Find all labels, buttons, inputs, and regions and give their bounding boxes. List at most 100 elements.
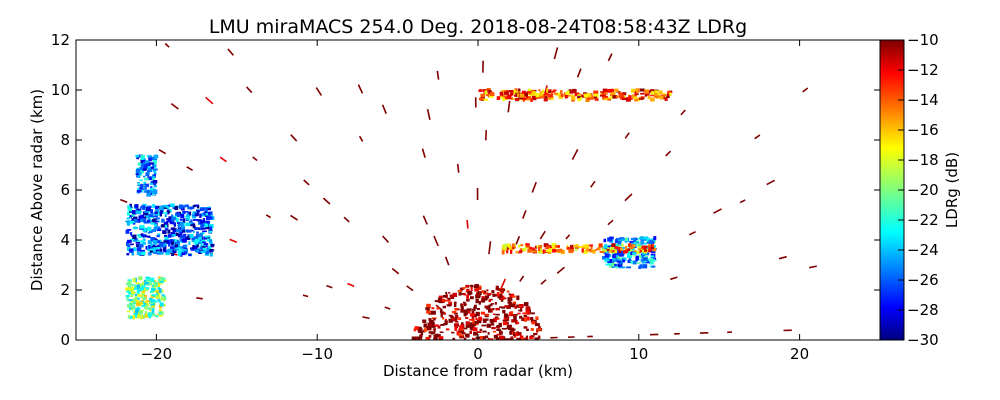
echo-cell [633, 254, 636, 257]
echo-cell [539, 91, 543, 95]
echo-cell [480, 93, 486, 98]
echo-cell [500, 295, 505, 298]
echo-cell [139, 206, 143, 209]
echo-segment [500, 278, 507, 290]
echo-cell [159, 315, 163, 317]
echo-cell [144, 183, 149, 188]
echo-cell [522, 90, 526, 94]
echo-cell [649, 245, 652, 248]
echo-cell [126, 310, 131, 313]
echo-cell [476, 293, 481, 298]
echo-cell [636, 250, 640, 254]
echo-cell [644, 89, 650, 94]
echo-cell [151, 287, 156, 291]
echo-cell [453, 317, 457, 322]
echo-cell [515, 250, 518, 254]
echo-cell [185, 222, 190, 227]
echo-cell [136, 251, 142, 255]
echo-cell [125, 294, 130, 298]
echo-cell [140, 249, 145, 252]
echo-cell [428, 312, 433, 315]
echo-cell [206, 250, 210, 254]
echo-cell [145, 276, 151, 279]
echo-cell [145, 207, 151, 212]
echo-cell [513, 315, 517, 321]
echo-cell [132, 315, 135, 320]
echo-segment [488, 241, 492, 255]
echo-segment [507, 100, 511, 113]
echo-cell [544, 247, 549, 249]
echo-cell [433, 318, 436, 321]
echo-cell [151, 177, 155, 181]
echo-cell [526, 95, 529, 99]
echo-cell [140, 163, 145, 168]
echo-segment [186, 166, 194, 171]
echo-cell [159, 242, 164, 246]
echo-cell [643, 260, 648, 263]
echo-cell [532, 250, 537, 253]
echo-cell [151, 219, 156, 223]
echo-cell [150, 237, 155, 242]
echo-cell [481, 298, 486, 303]
echo-cell [152, 168, 157, 171]
echo-cell [475, 317, 478, 321]
echo-cell [205, 215, 210, 217]
echo-cell [136, 284, 140, 289]
echo-cell [159, 212, 162, 217]
echo-cell [144, 208, 147, 213]
echo-cell [136, 238, 139, 241]
echo-cell [130, 232, 133, 236]
echo-cell [442, 295, 447, 298]
echo-cell [498, 331, 503, 335]
echo-cell [575, 244, 579, 248]
echo-cell [574, 248, 578, 251]
echo-cell [526, 316, 530, 321]
echo-cell [519, 315, 523, 319]
echo-cell [478, 285, 482, 288]
echo-cell [475, 311, 480, 316]
echo-cell [669, 92, 672, 96]
echo-cell [642, 96, 645, 99]
echo-segment [802, 87, 809, 93]
echo-cell [137, 293, 140, 297]
echo-cell [630, 237, 636, 241]
echo-cell [620, 248, 623, 251]
echo-cell [126, 217, 130, 220]
echo-cell [534, 338, 539, 340]
echo-cell [176, 232, 179, 236]
echo-cell [636, 91, 639, 94]
echo-cell [626, 266, 631, 269]
echo-cell [444, 318, 447, 322]
echo-cell [154, 158, 158, 161]
echo-cell [609, 88, 614, 93]
echo-cell [447, 297, 451, 301]
y-tick-label: 4 [60, 231, 70, 249]
echo-cell [629, 245, 634, 250]
echo-cell [445, 294, 448, 299]
echo-cell [571, 88, 577, 94]
echo-segment [809, 265, 817, 269]
echo-cell [508, 303, 513, 307]
echo-cell [523, 314, 528, 318]
echo-cell [506, 326, 510, 329]
echo-cell [638, 248, 643, 251]
echo-cell [603, 97, 608, 101]
echo-segment [120, 198, 128, 204]
echo-cell [191, 214, 197, 219]
echo-segment [358, 135, 364, 142]
echo-cell [522, 248, 527, 252]
echo-cell [460, 287, 463, 291]
echo-cell [648, 246, 652, 251]
echo-cell [542, 249, 545, 254]
echo-cell [560, 250, 565, 255]
echo-cell [182, 229, 186, 233]
echo-cell [510, 314, 515, 317]
echo-cell [199, 220, 203, 224]
echo-cell [642, 253, 646, 258]
echo-cell [466, 294, 469, 299]
echo-cell [129, 315, 133, 320]
echo-cell [650, 251, 656, 254]
echo-cell [127, 205, 131, 209]
echo-cell [599, 251, 605, 253]
echo-cell [419, 334, 423, 338]
